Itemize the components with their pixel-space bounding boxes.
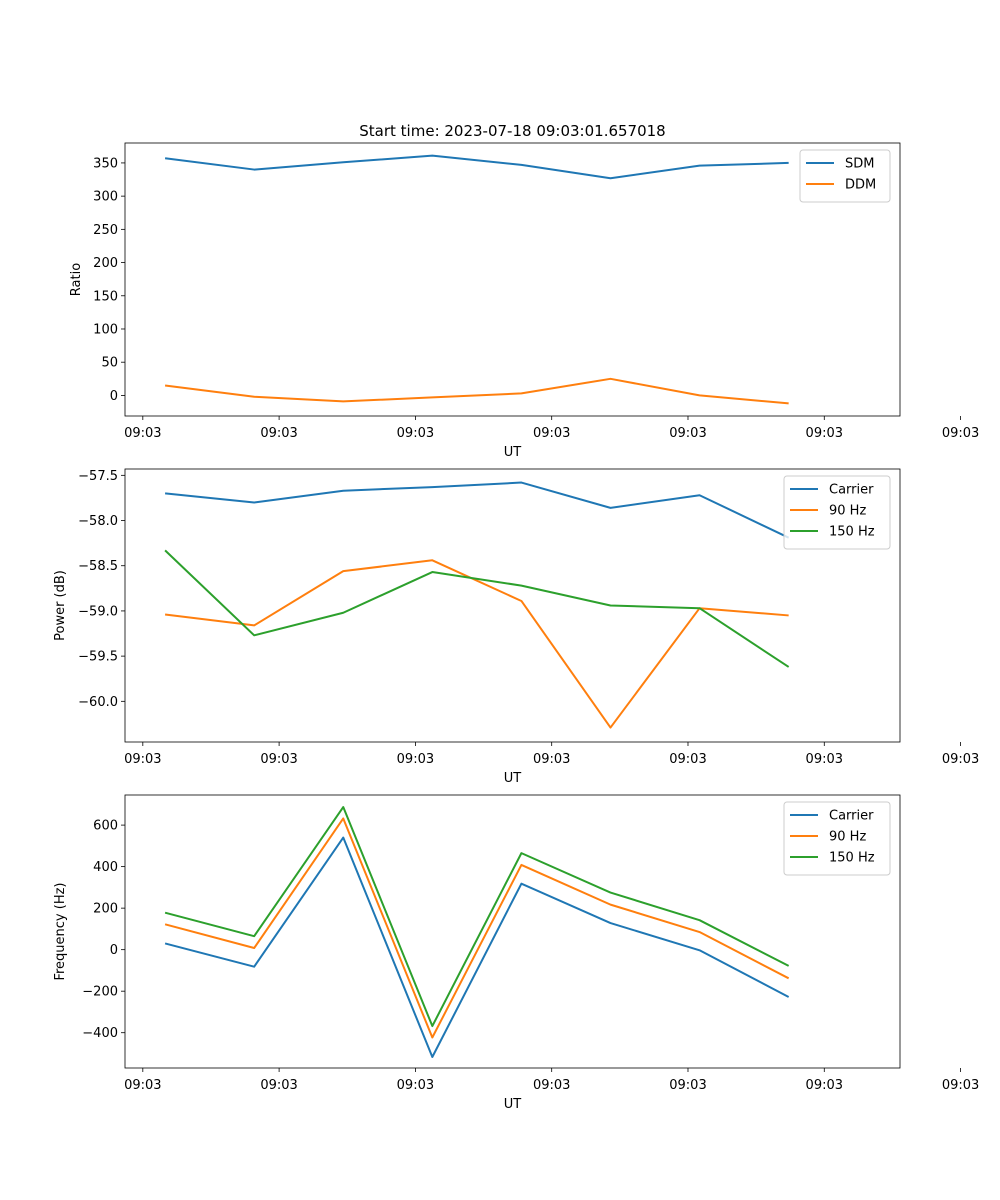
y-tick-label: 50 [101,356,118,371]
x-tick-label: 09:03 [124,1078,161,1093]
y-tick-label: 600 [93,819,118,834]
legend-label: Carrier [829,483,874,498]
x-tick-label: 09:03 [806,426,843,441]
legend: SDM DDM [799,149,891,203]
x-tick-label: 09:03 [124,752,161,767]
series-line-sdm [164,154,789,180]
y-axis-label: Ratio [69,263,84,296]
x-axis-label: UT [504,1097,522,1112]
x-tick-label: 09:03 [397,426,434,441]
y-tick-label: −57.5 [78,469,118,484]
y-tick-label: 400 [93,860,118,875]
y-tick-label: 250 [93,223,118,238]
legend-label: 90 Hz [829,504,866,519]
legend: Carrier 90 Hz 150 Hz [783,801,891,876]
x-tick-label: 09:03 [397,1078,434,1093]
y-tick-label: 200 [93,902,118,917]
y-axis-label: Frequency (Hz) [53,882,68,980]
legend-label: 90 Hz [829,830,866,845]
y-tick-label: 200 [93,256,118,271]
x-tick-label: 09:03 [533,752,570,767]
series-line-90-hz [164,817,790,1039]
y-tick-label: −59.0 [78,604,118,619]
y-tick-label: −58.0 [78,514,118,529]
x-tick-label: 09:03 [942,1078,979,1093]
x-tick-label: 09:03 [260,1078,297,1093]
series-line-carrier [164,836,790,1058]
legend-label: 150 Hz [829,851,875,866]
axes-frame [124,468,901,743]
x-tick-label: 09:03 [669,426,706,441]
y-tick-label: 0 [110,943,118,958]
y-tick-label: 100 [93,322,118,337]
x-tick-label: 09:03 [124,426,161,441]
series-line-ddm [164,377,789,405]
series-line-carrier [164,481,790,539]
y-tick-label: 0 [110,389,118,404]
figure-title: Start time: 2023-07-18 09:03:01.657018 [359,122,665,140]
x-tick-label: 09:03 [260,752,297,767]
legend-label: 150 Hz [829,525,875,540]
y-tick-label: −58.5 [78,559,118,574]
x-tick-label: 09:03 [533,1078,570,1093]
legend-label: Carrier [829,809,874,824]
series-line-150-hz [164,549,790,668]
y-tick-label: 150 [93,289,118,304]
panel-2: 09:03 09:03 09:03 09:03 09:03 09:03 09:03 −60.0… [53,468,979,786]
y-tick-label: −200 [82,985,118,1000]
legend: Carrier 90 Hz 150 Hz [783,475,891,550]
x-tick-label: 09:03 [806,1078,843,1093]
legend-label: DDM [845,178,876,193]
y-axis-label: Power (dB) [53,570,68,641]
y-tick-label: 300 [93,190,118,205]
x-tick-label: 09:03 [806,752,843,767]
legend-label: SDM [845,157,874,172]
x-tick-label: 09:03 [397,752,434,767]
x-tick-label: 09:03 [260,426,297,441]
panels: 09:03 09:03 09:03 09:03 09:03 09:03 09:03 0 50 10… [53,142,979,1112]
x-tick-label: 09:03 [942,426,979,441]
panel-1: 09:03 09:03 09:03 09:03 09:03 09:03 09:03 0 50 10… [69,142,979,460]
y-tick-label: 350 [93,156,118,171]
x-tick-label: 09:03 [669,752,706,767]
axes-frame [124,794,901,1069]
y-tick-label: −60.0 [78,695,118,710]
series-line-90-hz [164,559,789,729]
axes-frame [124,142,901,417]
series-line-150-hz [164,806,790,1028]
y-tick-label: −59.5 [78,650,118,665]
x-axis-label: UT [504,771,522,786]
x-axis-label: UT [504,445,522,460]
x-tick-label: 09:03 [669,1078,706,1093]
x-tick-label: 09:03 [533,426,570,441]
x-tick-label: 09:03 [942,752,979,767]
panel-3: 09:03 09:03 09:03 09:03 09:03 09:03 09:03 −400 −… [53,794,979,1112]
y-tick-label: −400 [82,1026,118,1041]
